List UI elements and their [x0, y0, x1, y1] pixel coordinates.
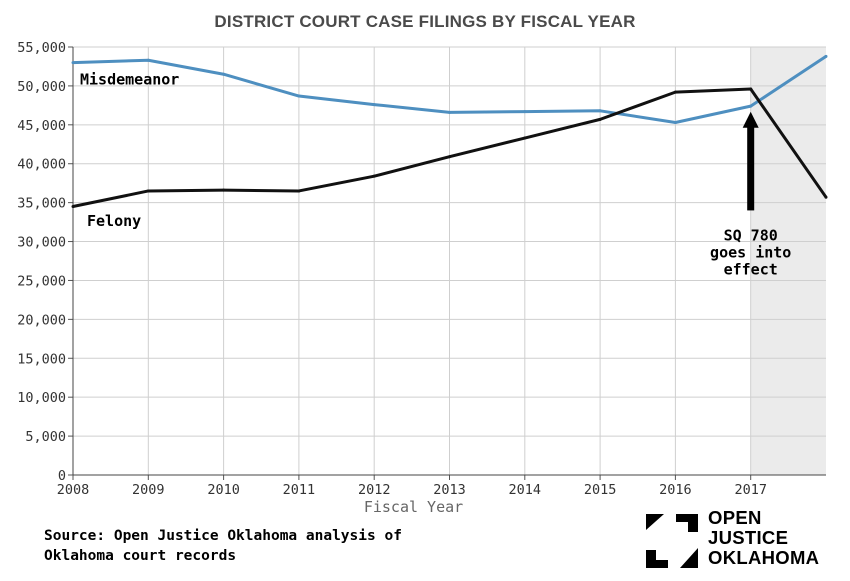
shaded-period: [750, 47, 826, 475]
x-tick-label: 2011: [283, 482, 316, 498]
y-tick-label: 0: [58, 468, 66, 484]
x-tick-label: 2014: [509, 482, 542, 498]
annotation-text-line: effect: [724, 260, 778, 278]
open-justice-oklahoma-logo: OPEN JUSTICE OKLAHOMA: [646, 508, 836, 574]
data-point: [824, 195, 828, 199]
axes: 0 5,000 10,000 15,000 20,000 25,000 30,000 35,0…: [17, 40, 826, 516]
line-chart: 0 5,000 10,000 15,000 20,000 25,000 30,000 35,0…: [17, 40, 828, 516]
data-point: [71, 61, 75, 65]
data-point: [146, 58, 150, 62]
y-tick-label: 40,000: [17, 157, 66, 173]
logo-bracket-icon: [646, 514, 698, 568]
data-point: [523, 110, 527, 114]
data-point: [523, 136, 527, 140]
x-tick-label: 2015: [584, 482, 617, 498]
x-tick-label: 2010: [207, 482, 240, 498]
data-point: [146, 189, 150, 193]
series-label: Misdemeanor: [80, 70, 179, 88]
data-point: [372, 103, 376, 107]
logo-line: OPEN: [708, 507, 762, 528]
data-point: [372, 174, 376, 178]
data-point: [297, 189, 301, 193]
x-tick-label: 2016: [659, 482, 692, 498]
y-tick-label: 45,000: [17, 118, 66, 134]
annotation-text-line: goes into: [710, 243, 791, 261]
data-point: [598, 109, 602, 113]
x-tick-label: 2013: [433, 482, 466, 498]
x-tick-label: 2012: [358, 482, 391, 498]
logo-line: JUSTICE: [708, 527, 789, 548]
data-point: [448, 110, 451, 114]
y-tick-label: 20,000: [17, 312, 66, 328]
source-note: Source: Open Justice Oklahoma analysis o…: [44, 526, 402, 566]
data-point: [222, 188, 226, 192]
series-lines: [71, 54, 828, 209]
y-tick-label: 10,000: [17, 390, 66, 406]
logo-text: OPEN JUSTICE OKLAHOMA: [708, 508, 819, 568]
data-point: [71, 205, 75, 209]
y-tick-label: 35,000: [17, 196, 66, 212]
y-tick-label: 55,000: [17, 40, 66, 56]
data-point: [598, 117, 602, 121]
y-tick-label: 30,000: [17, 235, 66, 251]
data-point: [448, 155, 451, 159]
annotation-arrow-shaft: [747, 125, 755, 211]
data-point: [749, 87, 753, 91]
data-point: [673, 90, 677, 94]
chart-title: DISTRICT COURT CASE FILINGS BY FISCAL YE…: [214, 12, 636, 31]
x-axis-title: Fiscal Year: [364, 498, 463, 516]
y-tick-label: 50,000: [17, 79, 66, 95]
data-point: [749, 104, 753, 108]
series-labels: Misdemeanor Felony: [80, 70, 179, 230]
y-tick-label: 15,000: [17, 351, 66, 367]
data-point: [297, 94, 301, 98]
source-line: Source: Open Justice Oklahoma analysis o…: [44, 528, 402, 544]
x-tick-label: 2017: [734, 482, 767, 498]
data-point: [673, 120, 677, 124]
shaded-region: [750, 47, 826, 475]
logo-line: OKLAHOMA: [708, 547, 820, 568]
x-tick-label: 2008: [57, 482, 90, 498]
source-line: Oklahoma court records: [44, 548, 237, 564]
data-point: [824, 54, 828, 58]
y-tick-label: 25,000: [17, 273, 66, 289]
data-point: [222, 72, 226, 76]
annotation-arrow-head: [742, 111, 759, 128]
y-tick-label: 5,000: [25, 429, 66, 445]
series-label: Felony: [87, 212, 141, 230]
annotation-text-line: SQ 780: [724, 226, 778, 244]
x-tick-label: 2009: [132, 482, 165, 498]
